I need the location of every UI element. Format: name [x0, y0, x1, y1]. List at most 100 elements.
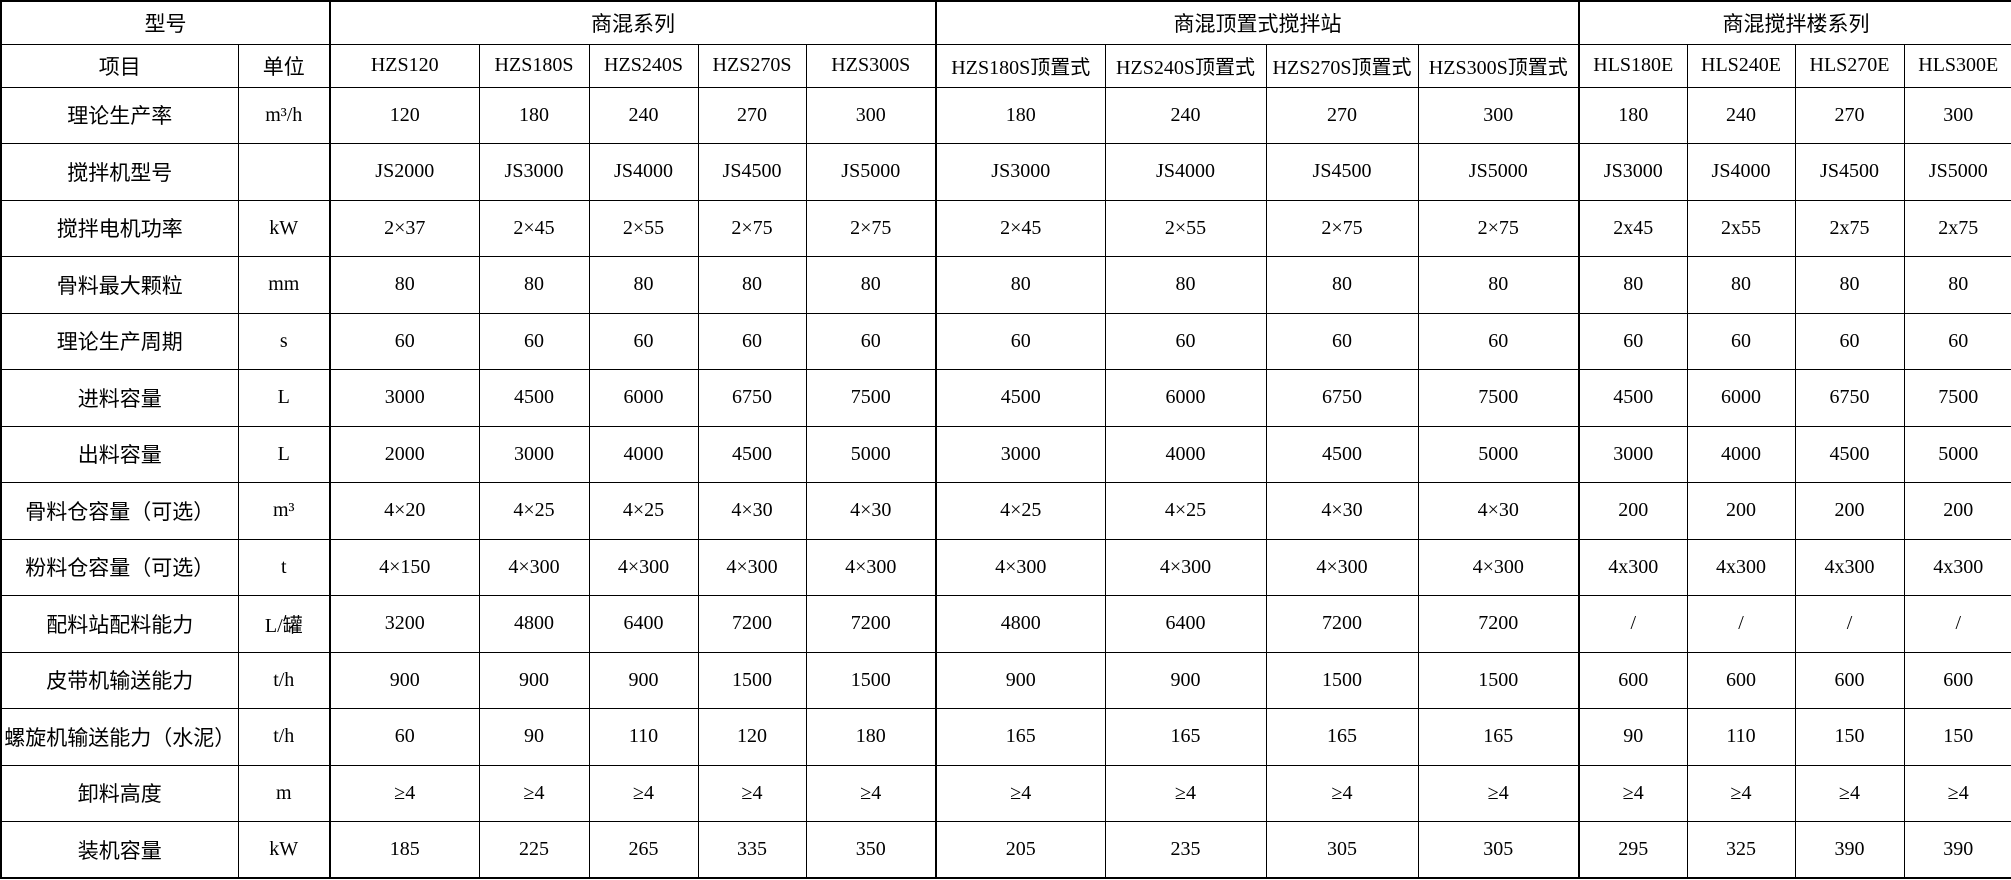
- spec-value: 3200: [329, 595, 480, 653]
- spec-value: ≥4: [697, 764, 807, 822]
- spec-value: 305: [1417, 821, 1580, 879]
- spec-value: 4×25: [1104, 482, 1267, 540]
- spec-value: 6000: [588, 369, 699, 427]
- spec-value: 2x45: [1578, 199, 1688, 257]
- spec-value: JS4000: [1104, 143, 1267, 201]
- model-column-header: HLS270E: [1794, 43, 1905, 88]
- item-column-header: 项目: [0, 43, 239, 88]
- spec-value: 600: [1903, 651, 2011, 709]
- spec-value: 2×75: [805, 199, 937, 257]
- spec-value: 4×30: [1265, 482, 1419, 540]
- table-row: 皮带机输送能力 t/h 900 900 900 1500 1500 900 900 1500 150…: [0, 651, 2011, 709]
- spec-value: 600: [1686, 651, 1796, 709]
- spec-value: 5000: [1417, 425, 1580, 483]
- corner-model-label: 型号: [0, 0, 331, 45]
- spec-value: ≥4: [1578, 764, 1688, 822]
- spec-value: 60: [1104, 312, 1267, 370]
- spec-value: 180: [805, 708, 937, 766]
- spec-value: ≥4: [329, 764, 480, 822]
- spec-value: 7200: [1417, 595, 1580, 653]
- spec-value: 7500: [805, 369, 937, 427]
- spec-value: 2x75: [1903, 199, 2011, 257]
- spec-value: 4×300: [478, 538, 590, 596]
- spec-value: 80: [1686, 256, 1796, 314]
- spec-value: 180: [935, 86, 1106, 144]
- spec-value: 270: [1265, 86, 1419, 144]
- spec-value: 6000: [1686, 369, 1796, 427]
- model-column-header: HZS300S顶置式: [1417, 43, 1580, 88]
- row-unit: m³: [237, 482, 331, 540]
- model-column-header: HZS300S: [805, 43, 937, 88]
- spec-value: 4x300: [1794, 538, 1905, 596]
- spec-value: 600: [1578, 651, 1688, 709]
- spec-value: ≥4: [1903, 764, 2011, 822]
- spec-value: 4000: [1104, 425, 1267, 483]
- table-row: 配料站配料能力 L/罐 3200 4800 6400 7200 7200 4800 6400 72…: [0, 595, 2011, 653]
- spec-value: 240: [1104, 86, 1267, 144]
- spec-value: 6000: [1104, 369, 1267, 427]
- row-item-label: 骨料最大颗粒: [0, 256, 239, 314]
- spec-value: 3000: [935, 425, 1106, 483]
- spec-value: 335: [697, 821, 807, 879]
- spec-value: 2x75: [1794, 199, 1905, 257]
- row-unit: L/罐: [237, 595, 331, 653]
- spec-value: 270: [697, 86, 807, 144]
- spec-value: 80: [329, 256, 480, 314]
- spec-value: 3000: [329, 369, 480, 427]
- spec-value: 3000: [1578, 425, 1688, 483]
- row-unit: kW: [237, 821, 331, 879]
- table-row: 螺旋机输送能力（水泥） t/h 60 90 110 120 180 165 165 165 165 9…: [0, 708, 2011, 766]
- spec-value: 60: [588, 312, 699, 370]
- spec-value: 4×25: [588, 482, 699, 540]
- row-unit: m³/h: [237, 86, 331, 144]
- spec-value: 900: [478, 651, 590, 709]
- spec-value: 2000: [329, 425, 480, 483]
- table-row: 进料容量 L 3000 4500 6000 6750 7500 4500 6000 6750 750…: [0, 369, 2011, 427]
- spec-value: 350: [805, 821, 937, 879]
- table-row: 粉料仓容量（可选） t 4×150 4×300 4×300 4×300 4×300 4×300…: [0, 538, 2011, 596]
- spec-value: 180: [1578, 86, 1688, 144]
- spec-value: 300: [805, 86, 937, 144]
- spec-value: 185: [329, 821, 480, 879]
- spec-value: 80: [1265, 256, 1419, 314]
- spec-value: 80: [1903, 256, 2011, 314]
- spec-value: 5000: [1903, 425, 2011, 483]
- spec-value: JS4500: [1794, 143, 1905, 201]
- spec-value: 80: [1417, 256, 1580, 314]
- spec-value: 3000: [478, 425, 590, 483]
- row-item-label: 配料站配料能力: [0, 595, 239, 653]
- model-column-header: HZS240S: [588, 43, 699, 88]
- model-column-header: HZS270S: [697, 43, 807, 88]
- spec-value: 150: [1794, 708, 1905, 766]
- spec-value: 80: [588, 256, 699, 314]
- spec-value: 60: [1794, 312, 1905, 370]
- row-item-label: 粉料仓容量（可选）: [0, 538, 239, 596]
- spec-value: 2×75: [1265, 199, 1419, 257]
- spec-value: 4×300: [1104, 538, 1267, 596]
- header-row-models: 项目 单位 HZS120 HZS180S HZS240S HZS270S HZS300S…: [0, 43, 2011, 88]
- table-row: 理论生产周期 s 60 60 60 60 60 60 60 60 60 60 60 60 60: [0, 312, 2011, 370]
- spec-value: ≥4: [1104, 764, 1267, 822]
- model-column-header: HLS300E: [1903, 43, 2011, 88]
- spec-value: 200: [1686, 482, 1796, 540]
- model-column-header: HLS180E: [1578, 43, 1688, 88]
- spec-value: 6400: [1104, 595, 1267, 653]
- spec-value: ≥4: [1794, 764, 1905, 822]
- spec-value: 390: [1903, 821, 2011, 879]
- spec-value: 90: [1578, 708, 1688, 766]
- spec-value: 2×37: [329, 199, 480, 257]
- spec-value: JS2000: [329, 143, 480, 201]
- table-row: 搅拌电机功率 kW 2×37 2×45 2×55 2×75 2×75 2×45 2×55 2×75…: [0, 199, 2011, 257]
- model-column-header: HZS180S: [478, 43, 590, 88]
- spec-value: 2×45: [478, 199, 590, 257]
- spec-value: 240: [588, 86, 699, 144]
- table-row: 装机容量 kW 185 225 265 335 350 205 235 305 305 295 325 3…: [0, 821, 2011, 879]
- spec-value: 6750: [697, 369, 807, 427]
- spec-value: /: [1794, 595, 1905, 653]
- spec-value: 180: [478, 86, 590, 144]
- spec-value: ≥4: [588, 764, 699, 822]
- table-row: 骨料最大颗粒 mm 80 80 80 80 80 80 80 80 80 80 80 80 80: [0, 256, 2011, 314]
- spec-value: 5000: [805, 425, 937, 483]
- spec-value: 200: [1903, 482, 2011, 540]
- spec-value: 7500: [1903, 369, 2011, 427]
